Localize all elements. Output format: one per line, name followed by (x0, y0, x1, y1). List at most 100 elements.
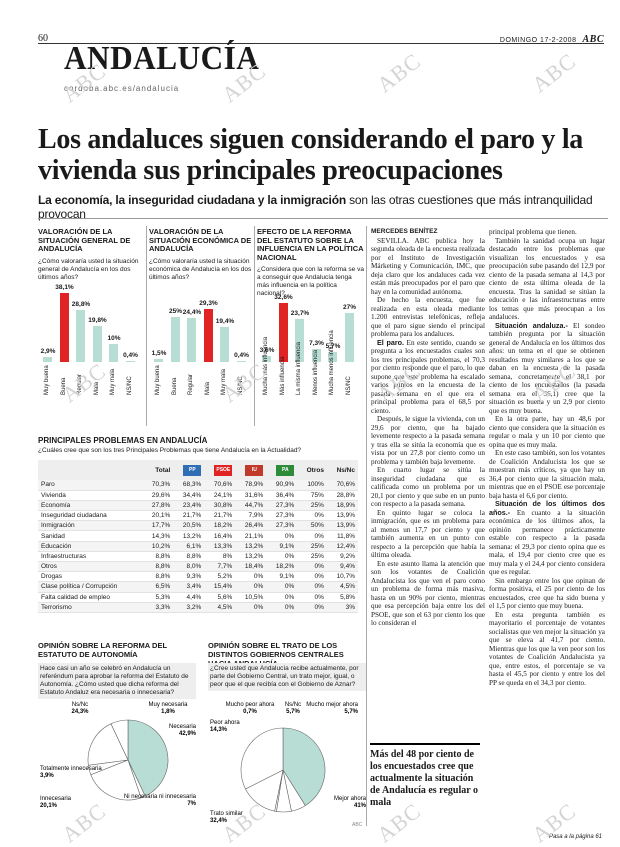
table-cell: 8,8% (142, 571, 174, 583)
table-cell: 34,4% (173, 490, 205, 501)
table-cell: 3,2% (173, 602, 205, 613)
table-cell: 13,9% (326, 520, 358, 532)
bar-category-label: Regular (188, 373, 194, 395)
bar-category-label: Muy buena (44, 365, 50, 395)
pie-value-label: 32,4% (210, 818, 228, 824)
table-cell: 10,5% (235, 592, 267, 603)
table-cell: 28,8% (326, 490, 358, 501)
pie-value-label: 5,7% (286, 709, 300, 715)
table-cell: 27,3% (266, 500, 298, 512)
table-cell: 21,1% (235, 530, 267, 542)
bar-category-label: Mala (204, 381, 211, 395)
bar-category-label: Más influencia (279, 356, 286, 395)
paragraph: Sin embargo entre los que opinan de form… (489, 576, 605, 611)
bar (203, 309, 213, 362)
bar (154, 359, 163, 362)
table-cell: 70,6% (204, 480, 236, 491)
table-row: Clase política / Corrupción 6,5% 3,4% 15,4%… (38, 581, 358, 593)
chart-question: ¿Cómo valoraría usted la situación econó… (149, 257, 252, 281)
pie-category-label: Ni necesaria ni innecesaria (124, 794, 197, 800)
continues-note: Pasa a la página 61 (548, 834, 602, 840)
table-row: Drogas 8,8% 9,3% 5,2% 0% 9,1% 0% 10,7% (38, 571, 358, 583)
paragraph: Situación andaluza.- El sondeo también p… (489, 321, 605, 416)
table-cell: 0% (235, 602, 267, 613)
row-label: Sanidad (38, 530, 143, 542)
table-cell: 23,4% (173, 500, 205, 512)
row-label: Drogas (38, 571, 143, 583)
chart-title: VALORACIÓN DE LA SITUACIÓN ECONÓMICA DE … (149, 227, 252, 253)
bar-value-label: 28,8% (71, 301, 91, 309)
party-logo: PA (276, 464, 295, 476)
table-cell: 5,3% (142, 592, 174, 603)
table-header-cell: IU (235, 460, 267, 480)
table-cell: 50% (297, 520, 327, 532)
pie-value-label: 0,7% (243, 709, 257, 715)
chart-statute-influence: EFECTO DE LA REFORMA DEL ESTATUTO SOBRE … (257, 227, 365, 298)
bar (187, 318, 196, 362)
table-cell: 21,7% (173, 510, 205, 522)
table-header-cell: Otros (297, 460, 327, 480)
brand-logo: ABC (582, 34, 604, 45)
chart-general-situation: VALORACIÓN DE LA SITUACIÓN GENERAL DE AN… (38, 227, 143, 282)
table-cell: 8,8% (142, 561, 174, 573)
bar (344, 313, 354, 362)
bar-category-label: NS/NC (126, 376, 133, 395)
pie-category-label: Necesaria (169, 724, 197, 730)
pie-value-label: 7% (187, 801, 196, 807)
table-cell: 0% (297, 581, 327, 593)
table-row: Terrorismo 3,3% 3,2% 4,5% 0% 0% 0% 3% (38, 602, 358, 613)
paragraph: También la sanidad ocupa un lugar destac… (489, 236, 605, 322)
table-cell: 0% (297, 571, 327, 583)
chart-title: VALORACIÓN DE LA SITUACIÓN GENERAL DE AN… (38, 227, 131, 253)
table-cell: 0% (266, 602, 298, 613)
bar (262, 355, 271, 362)
bar-category-label: Mucha menos influencia (329, 330, 335, 395)
deck-bold: La economía, la inseguridad ciudadana y … (38, 193, 346, 207)
table-cell: 15,4% (204, 581, 236, 593)
table-cell: 18,9% (326, 500, 358, 512)
bar (170, 317, 180, 362)
table-cell: 18,4% (235, 561, 267, 573)
table-cell: 10,2% (142, 541, 174, 552)
paragraph: El paro. En este sentido, cuando se preg… (371, 338, 485, 416)
row-label: Infraestructuras (38, 551, 143, 563)
dateline: DOMINGO 17-2-2008 ABC (500, 34, 604, 45)
table-cell: 9,3% (173, 571, 205, 583)
page-header: 60 DOMINGO 17-2-2008 ABC (0, 0, 620, 48)
party-logo: IU (245, 464, 264, 476)
byline: MERCEDES BENÍTEZ (371, 228, 438, 235)
site-url[interactable]: cordoba.abc.es/andalucia (64, 84, 180, 93)
table-cell: 9,1% (266, 571, 298, 583)
pie-slice (87, 723, 129, 766)
bar (328, 351, 337, 362)
table-cell: 70,6% (326, 480, 358, 491)
bar-value-label: 29,3% (199, 300, 218, 308)
table-cell: 12,4% (326, 541, 358, 552)
bar-category-label: Muy buena (155, 365, 161, 395)
table-row: Vivienda 29,6% 34,4% 24,1% 31,6% 36,4% 75% 28,8… (38, 490, 358, 501)
table-cell: 20,1% (142, 510, 174, 522)
bar (295, 319, 304, 362)
divider (38, 218, 608, 219)
table-cell: 0% (297, 510, 327, 522)
row-label: Inseguridad ciudadana (38, 510, 143, 522)
pie-category-label: Muy necesaria (148, 702, 188, 708)
table-cell: 0% (266, 592, 298, 603)
paragraph-text: En este sentido, cuando se pregunta a lo… (371, 338, 485, 415)
table-cell: 16,4% (204, 530, 236, 542)
bar-value-label: 32,6% (274, 294, 293, 302)
bar (43, 356, 52, 362)
table-cell: 13,2% (173, 530, 205, 542)
table-cell: 0% (235, 571, 267, 583)
table-cell: 5,8% (326, 592, 358, 603)
bar-value-label: 2,9% (40, 347, 56, 355)
table-cell: 9,2% (326, 551, 358, 563)
table-cell: 0% (266, 530, 298, 542)
table-cell: 5,6% (204, 592, 236, 603)
table-cell: 0% (297, 561, 327, 573)
chart-title: EFECTO DE LA REFORMA DEL ESTATUTO SOBRE … (257, 227, 364, 262)
pie-category-label: Trato similar (210, 811, 243, 817)
table-cell: 3% (326, 602, 358, 613)
table-header-cell (38, 460, 143, 480)
